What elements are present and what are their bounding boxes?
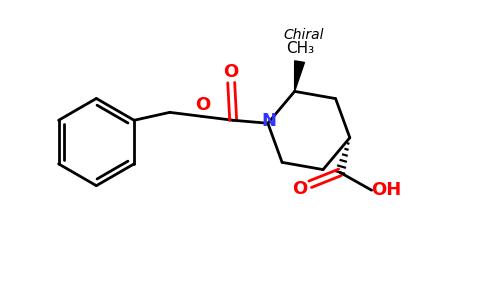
Text: CH₃: CH₃: [287, 41, 315, 56]
Text: OH: OH: [371, 181, 402, 199]
Text: N: N: [261, 112, 276, 130]
Polygon shape: [295, 61, 304, 92]
Text: Chiral: Chiral: [283, 28, 324, 42]
Text: O: O: [195, 96, 210, 114]
Text: O: O: [224, 63, 239, 81]
Text: O: O: [292, 180, 307, 198]
